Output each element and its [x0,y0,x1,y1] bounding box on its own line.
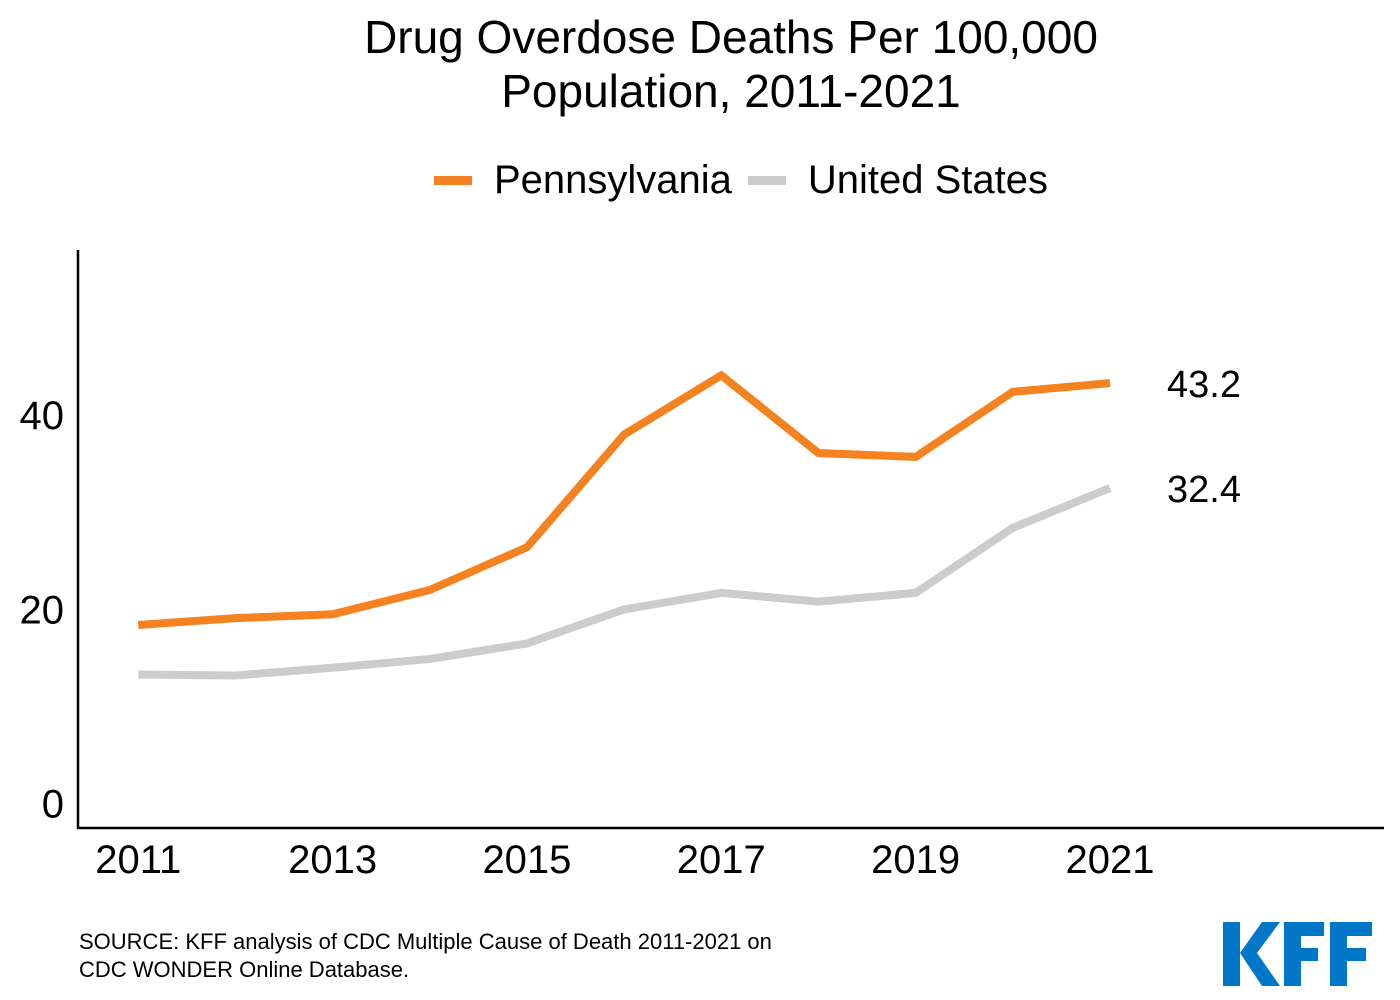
legend-item-pennsylvania: Pennsylvania [433,158,732,203]
series-line-united-states [138,484,1112,680]
legend-swatch-pennsylvania [433,176,472,185]
x-tick-label: 2021 [1065,838,1154,882]
y-tick-label: 20 [20,588,65,632]
legend-label-pennsylvania: Pennsylvania [493,158,732,202]
series-line-pennsylvania [137,370,1111,629]
axes [76,250,1384,830]
x-tick-label: 2017 [677,838,766,882]
source-note: SOURCE: KFF analysis of CDC Multiple Cau… [79,928,772,984]
y-tick-label: 40 [20,394,65,438]
legend: Pennsylvania United States [0,158,1400,203]
legend-swatch-united-states [747,176,786,185]
source-line-1: SOURCE: KFF analysis of CDC Multiple Cau… [79,929,772,954]
series-lines [137,370,1112,680]
source-line-2: CDC WONDER Online Database. [79,957,410,982]
kff-logo-mark [1223,922,1372,986]
x-tick-label: 2013 [288,838,377,882]
end-labels: 43.2 32.4 [1167,364,1241,511]
x-tick-label: 2011 [95,838,181,882]
legend-item-united-states: United States [747,158,1049,203]
x-tick-labels: 2011 2013 2015 2017 2019 2021 [95,838,1154,882]
chart-title: Drug Overdose Deaths Per 100,000 Populat… [0,10,1400,118]
data-label-united-states: 32.4 [1167,469,1241,511]
y-tick-labels: 0 20 40 [20,394,65,827]
data-label-pennsylvania: 43.2 [1167,364,1241,406]
x-tick-label: 2015 [482,838,571,882]
chart-title-line-1: Drug Overdose Deaths Per 100,000 [364,11,1098,63]
legend-label-united-states: United States [807,158,1049,202]
chart-title-line-2: Population, 2011-2021 [501,65,961,117]
x-tick-label: 2019 [871,838,960,882]
kff-logo [1223,922,1372,986]
y-tick-label: 0 [42,783,64,827]
